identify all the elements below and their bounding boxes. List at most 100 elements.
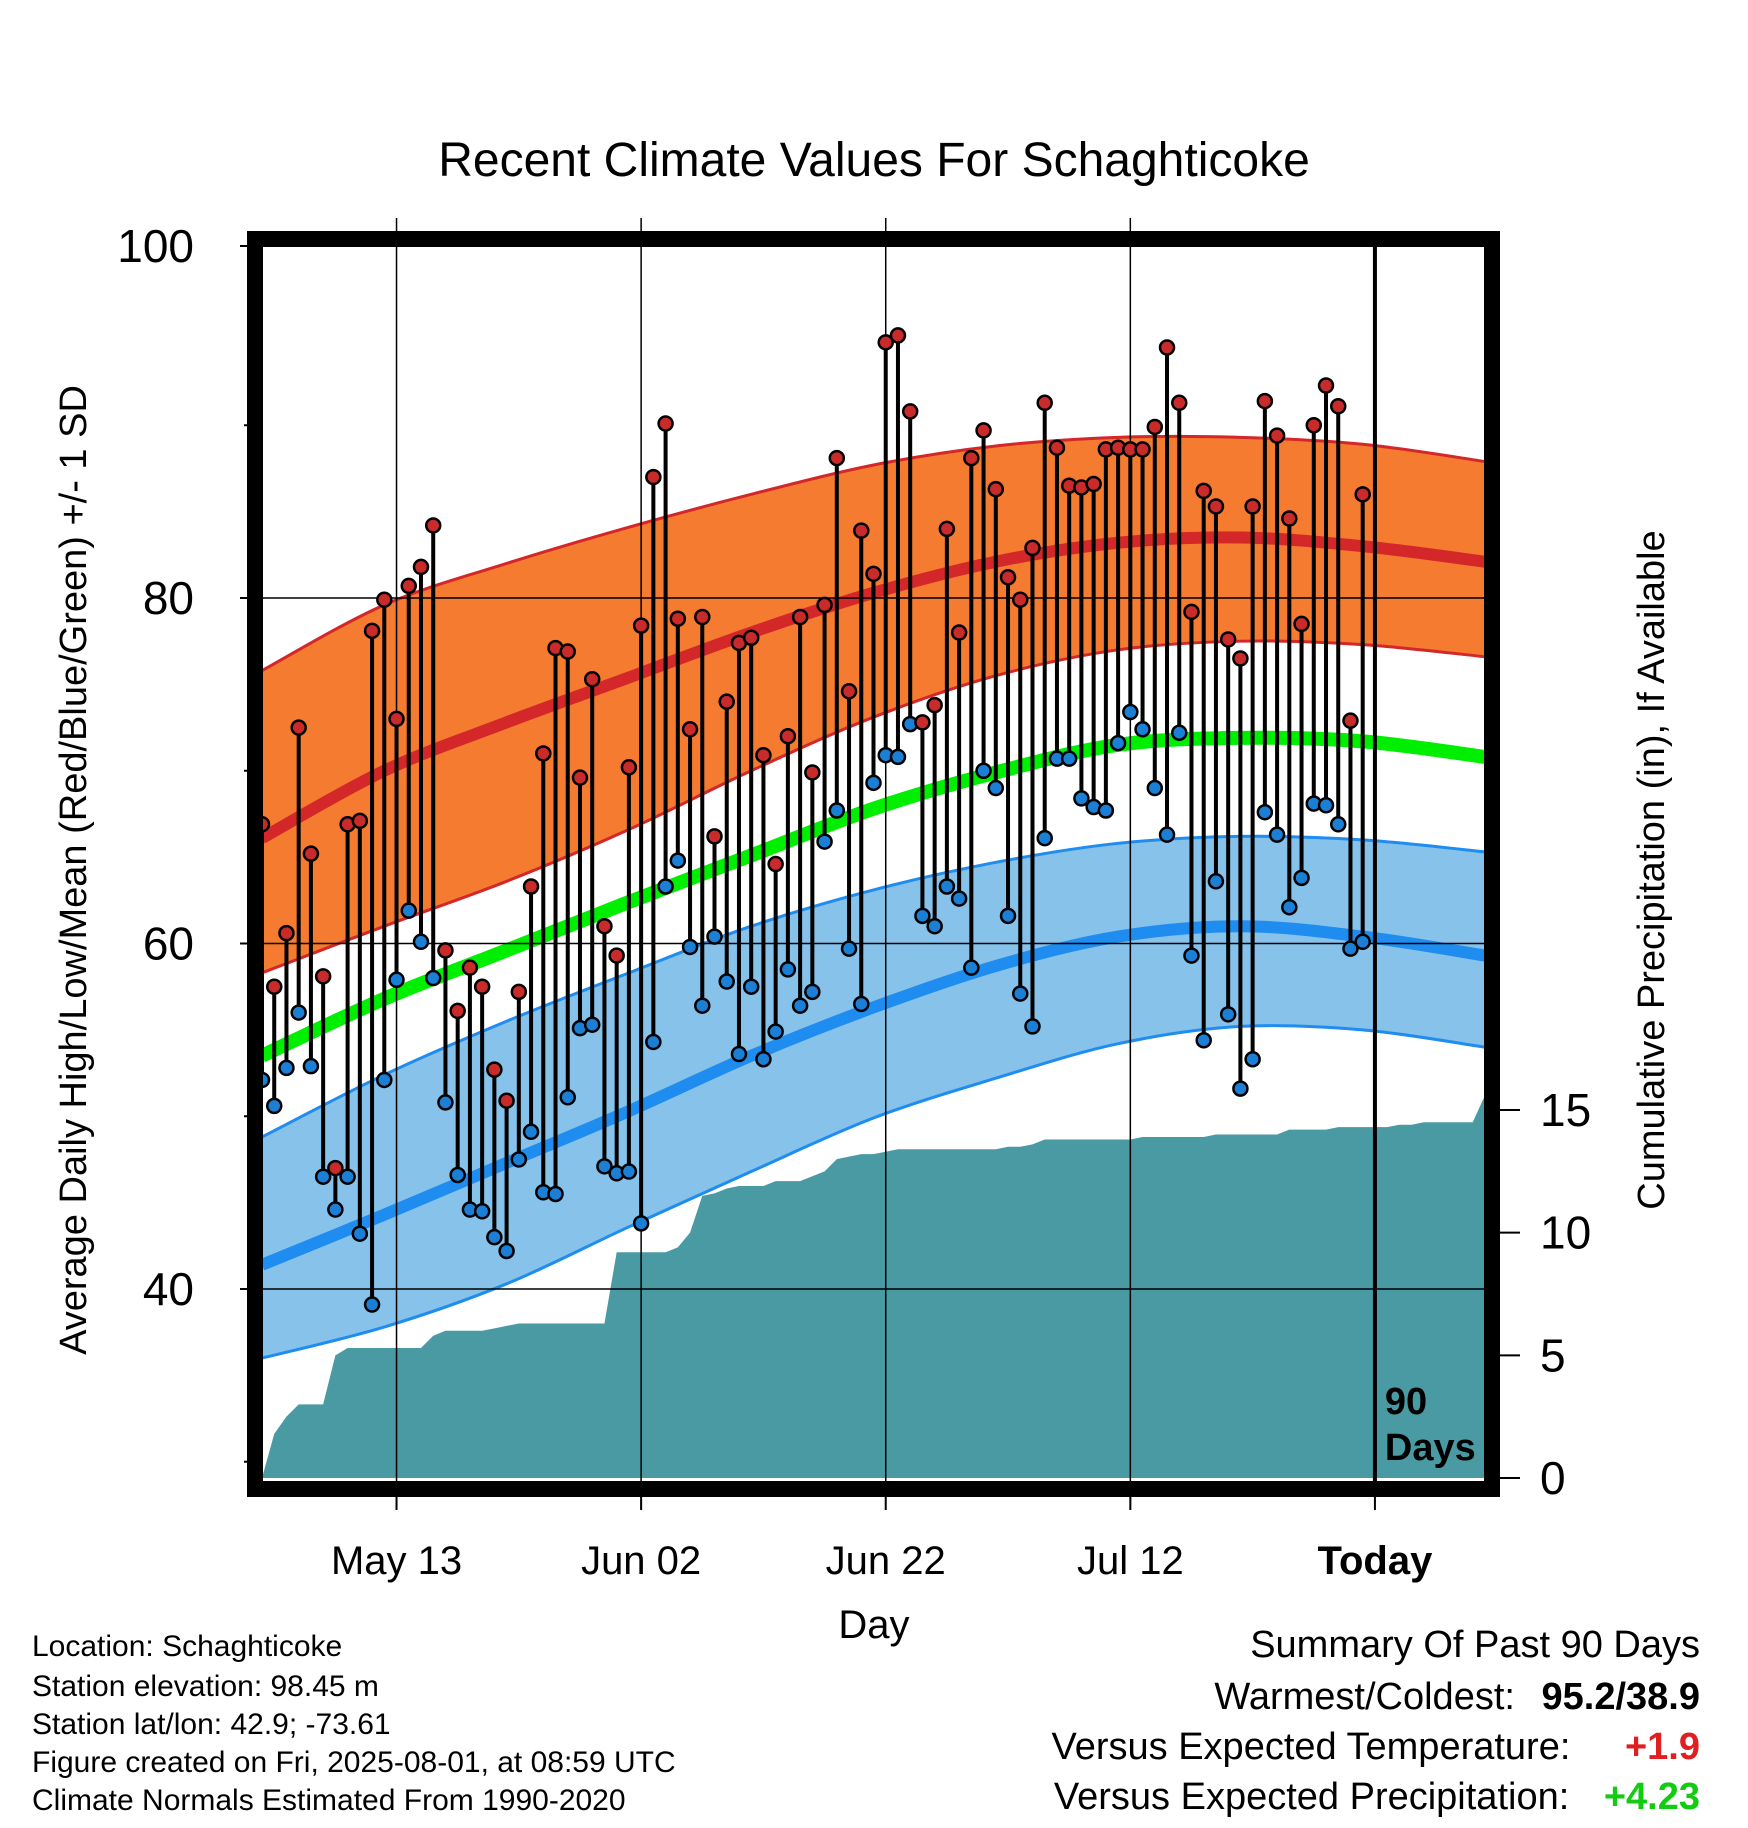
summary-heading: Summary Of Past 90 Days [1250, 1624, 1700, 1666]
observed-low-point [889, 748, 907, 766]
observed-low-point [388, 971, 405, 989]
observed-high-point [327, 1159, 344, 1177]
x-axis-label: Day [838, 1603, 909, 1647]
observed-high-point [1024, 539, 1041, 557]
summary-temp-row: Versus Expected Temperature: +1.9 [1051, 1728, 1700, 1766]
observed-low-point [694, 997, 711, 1014]
precip-label: Versus Expected Precipitation: [1053, 1776, 1570, 1818]
observed-low-point [351, 1225, 369, 1242]
observed-high-point [290, 719, 307, 736]
observed-high-point [1012, 591, 1029, 608]
observed-high-point [1146, 418, 1164, 436]
observed-high-point [1305, 417, 1323, 434]
normals-text: Climate Normals Estimated From 1990-2020 [32, 1784, 626, 1817]
observed-high-point [1232, 650, 1249, 667]
observed-high-point [742, 629, 760, 646]
observed-high-point [987, 480, 1005, 498]
observed-low-point [290, 1004, 307, 1021]
observed-high-point [498, 1092, 515, 1109]
latlon-text: Station lat/lon: 42.9; -73.61 [32, 1708, 391, 1741]
observed-low-point [963, 959, 980, 976]
y2-tick-label: 15 [1540, 1084, 1591, 1136]
observed-low-point [559, 1088, 576, 1106]
observed-high-point [424, 517, 442, 534]
observed-low-point [1354, 933, 1371, 951]
observed-high-point [694, 608, 711, 626]
y2-tick-label: 10 [1540, 1207, 1591, 1259]
observed-high-point [645, 468, 662, 486]
observed-low-point [755, 1050, 772, 1068]
observed-high-point [865, 565, 882, 583]
observed-low-point [975, 762, 992, 779]
observed-low-point [1073, 790, 1090, 807]
observed-high-point [510, 983, 528, 1001]
observed-low-point [302, 1057, 320, 1075]
summary-precip-row: Versus Expected Precipitation: +4.23 [1054, 1778, 1700, 1816]
observed-high-point [840, 683, 858, 700]
observed-high-point [1342, 712, 1359, 729]
observed-low-point [1024, 1018, 1041, 1035]
observed-high-point [473, 978, 491, 995]
observed-low-point [376, 1071, 393, 1089]
observed-low-point [645, 1033, 662, 1051]
precip-value: +4.23 [1603, 1776, 1700, 1818]
observed-high-point [376, 591, 393, 608]
observed-high-point [314, 968, 332, 985]
observed-high-point [901, 403, 919, 420]
today-marker-label-line1: 90 [1385, 1381, 1427, 1423]
observed-high-point [449, 1002, 466, 1020]
precipitation-area [262, 1095, 1485, 1478]
summary-warmest-row: Warmest/Coldest: 95.2/38.9 [1214, 1678, 1700, 1716]
observed-low-point [828, 802, 846, 819]
observed-low-point [840, 940, 858, 957]
observed-high-point [1244, 498, 1261, 515]
y-tick-label: 100 [117, 220, 194, 272]
observed-low-point [486, 1228, 503, 1246]
observed-high-point [779, 727, 797, 745]
observed-high-point [400, 577, 418, 595]
observed-low-point [1158, 826, 1176, 843]
observed-high-point [1354, 486, 1371, 503]
observed-low-point [449, 1166, 466, 1184]
observed-high-point [559, 643, 576, 660]
observed-high-point [999, 569, 1017, 586]
observed-high-point [278, 924, 295, 942]
y2-tick-label: 5 [1540, 1329, 1566, 1381]
observed-low-point [1342, 940, 1359, 957]
observed-low-point [926, 917, 943, 935]
observed-low-point [522, 1123, 540, 1141]
observed-high-point [706, 828, 723, 845]
observed-high-point [363, 622, 381, 640]
observed-low-point [1122, 703, 1139, 721]
observed-high-point [791, 608, 809, 626]
observed-high-point [437, 942, 454, 959]
y2-axis-label: Cumulative Precipitation (in), If Availa… [1631, 530, 1673, 1209]
observed-high-point [302, 845, 320, 862]
observed-low-point [1244, 1050, 1261, 1068]
observed-low-point [327, 1201, 344, 1218]
x-tick-label: Jun 02 [581, 1539, 701, 1583]
observed-high-point [620, 759, 638, 776]
observed-low-point [767, 1023, 784, 1040]
observed-low-point [657, 878, 674, 895]
observed-high-point [351, 812, 369, 830]
observed-low-point [1060, 750, 1078, 767]
observed-high-point [816, 596, 833, 614]
observed-high-point [1085, 475, 1102, 493]
observed-low-point [816, 833, 833, 850]
observed-high-point [1048, 439, 1066, 456]
observed-high-point [596, 917, 613, 935]
x-tick-label: May 13 [331, 1539, 462, 1583]
observed-low-point [718, 973, 735, 990]
observed-low-point [1207, 873, 1225, 890]
observed-high-point [853, 522, 870, 539]
observed-high-point [938, 520, 956, 538]
observed-high-point [1329, 397, 1347, 415]
observed-low-point [363, 1296, 381, 1313]
observed-high-point [486, 1061, 503, 1078]
observed-high-point [767, 855, 784, 873]
observed-low-point [1171, 724, 1188, 741]
observed-high-point [583, 670, 601, 688]
observed-high-point [1158, 339, 1176, 356]
observed-high-point [1268, 427, 1286, 444]
